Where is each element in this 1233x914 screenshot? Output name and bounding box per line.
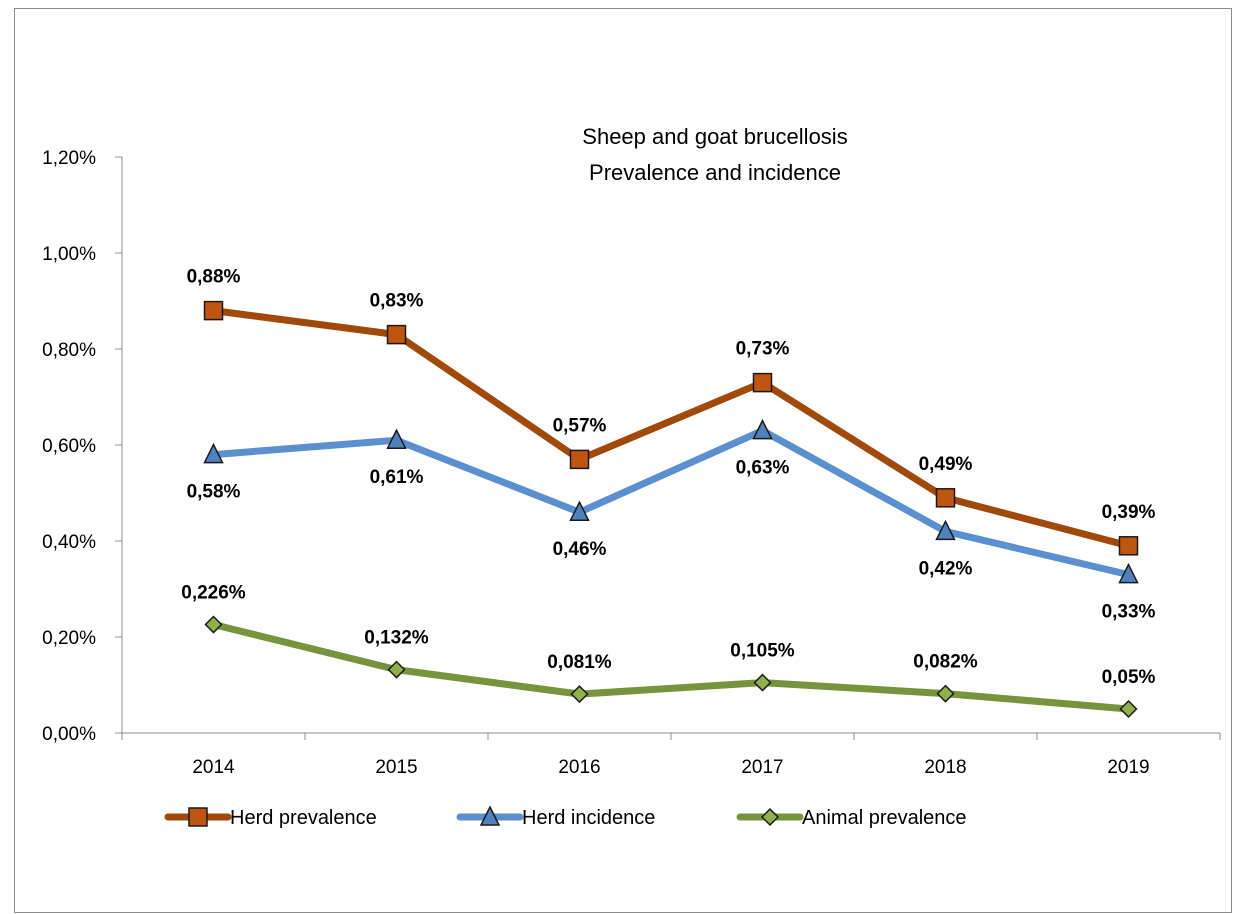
data-label-herd-incidence: 0,58%: [187, 482, 241, 503]
legend-marker-herd-prevalence: [188, 807, 208, 827]
x-tick-label: 2014: [192, 757, 235, 778]
data-point-animal-prevalence: [1119, 699, 1138, 719]
x-tick-label: 2017: [741, 757, 783, 778]
data-label-animal-prevalence: 0,132%: [364, 628, 429, 649]
y-tick-label: 0,80%: [42, 340, 96, 361]
data-point-animal-prevalence: [753, 673, 772, 692]
data-label-animal-prevalence: 0,226%: [181, 583, 246, 604]
data-label-animal-prevalence: 0,082%: [913, 652, 978, 673]
legend-label-herd-prevalence: Herd prevalence: [230, 807, 377, 829]
y-tick-label: 0,00%: [42, 724, 96, 745]
y-tick-label: 0,40%: [42, 532, 96, 553]
axes: 0,00% 0,20% 0,40% 0,60% 0,80% 1,00% 1,20% 2014 2…: [42, 148, 1221, 778]
legend-marker-herd-incidence: [479, 805, 501, 826]
data-point-animal-prevalence: [204, 615, 223, 634]
data-point-herd-incidence: [752, 418, 773, 440]
y-tick-label: 0,60%: [42, 436, 96, 457]
data-labels: 0,88% 0,83% 0,57% 0,73% 0,49% 0,39% 0,58% 0,61%…: [181, 267, 1155, 688]
data-label-animal-prevalence: 0,081%: [547, 652, 612, 673]
series-line-herd-incidence: [210, 427, 1132, 579]
data-point-herd-prevalence: [1118, 536, 1139, 556]
y-tick-label: 1,20%: [42, 148, 96, 169]
x-tick-label: 2016: [558, 757, 600, 778]
data-point-herd-incidence: [935, 519, 956, 541]
y-tick-label: 0,20%: [42, 628, 96, 649]
data-label-herd-prevalence: 0,39%: [1102, 502, 1156, 523]
data-label-herd-incidence: 0,61%: [370, 467, 424, 488]
series-line-animal-prevalence: [210, 621, 1132, 713]
data-label-herd-incidence: 0,42%: [919, 558, 973, 579]
data-point-herd-incidence: [203, 442, 224, 464]
data-label-herd-prevalence: 0,73%: [736, 339, 790, 360]
series-lines: [203, 300, 1139, 719]
data-label-herd-prevalence: 0,88%: [187, 267, 241, 288]
data-label-herd-incidence: 0,63%: [736, 458, 790, 479]
y-tick-label: 1,00%: [42, 244, 96, 265]
data-point-herd-prevalence: [935, 488, 956, 508]
data-point-herd-prevalence: [569, 449, 590, 470]
chart-subtitle: Prevalence and incidence: [589, 160, 841, 185]
chart-title: Sheep and goat brucellosis: [582, 124, 847, 149]
data-point-herd-prevalence: [386, 324, 407, 345]
data-point-herd-prevalence: [752, 372, 773, 393]
data-label-herd-incidence: 0,46%: [553, 539, 607, 560]
data-label-herd-incidence: 0,33%: [1102, 602, 1156, 623]
legend-marker-animal-prevalence: [760, 807, 780, 827]
data-point-animal-prevalence: [570, 685, 589, 704]
x-tick-label: 2018: [924, 757, 966, 778]
legend-label-herd-incidence: Herd incidence: [522, 807, 655, 829]
x-tick-label: 2015: [375, 757, 417, 778]
data-point-herd-incidence: [569, 500, 590, 521]
data-label-animal-prevalence: 0,105%: [730, 641, 795, 662]
data-point-animal-prevalence: [387, 660, 406, 679]
data-point-herd-prevalence: [203, 300, 224, 321]
data-label-herd-prevalence: 0,83%: [370, 291, 424, 312]
data-label-herd-prevalence: 0,57%: [553, 415, 607, 436]
data-point-herd-incidence: [386, 428, 407, 449]
data-label-herd-prevalence: 0,49%: [919, 454, 973, 475]
legend: Herd prevalence Herd incidence Animal prev…: [164, 805, 967, 829]
data-point-herd-incidence: [1118, 562, 1139, 584]
data-label-animal-prevalence: 0,05%: [1102, 667, 1156, 688]
legend-label-animal-prevalence: Animal prevalence: [802, 807, 967, 829]
x-tick-label: 2019: [1107, 757, 1149, 778]
series-line-herd-prevalence: [210, 307, 1132, 550]
data-point-animal-prevalence: [936, 684, 955, 703]
